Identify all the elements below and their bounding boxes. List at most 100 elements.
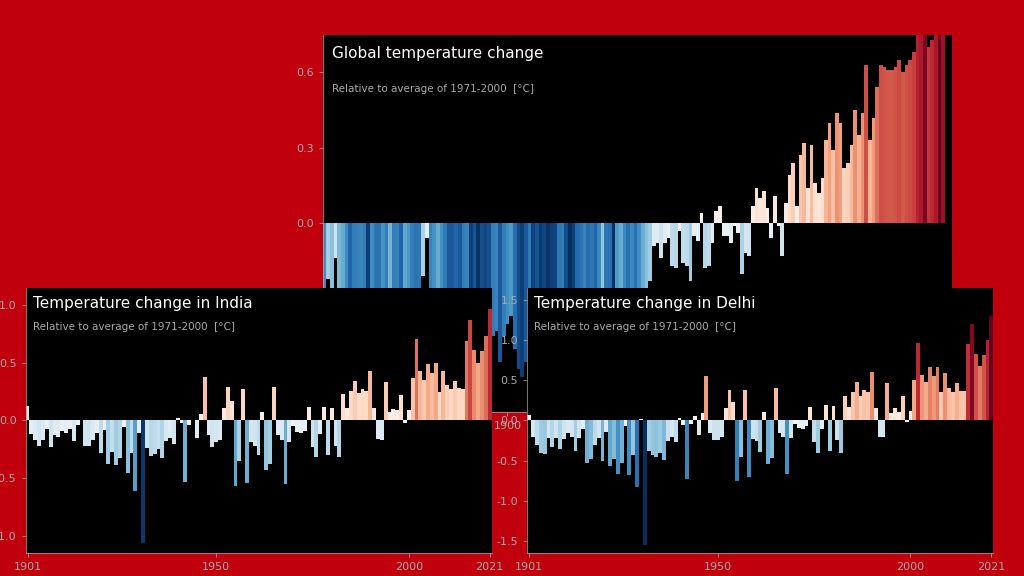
Bar (608, 223, 611, 346)
Bar (520, 223, 524, 377)
Bar (586, 223, 590, 349)
Bar (76, 420, 80, 425)
Bar (472, 350, 476, 420)
Bar (145, 420, 148, 448)
Bar (531, 420, 536, 437)
Bar (873, 408, 878, 420)
Bar (876, 88, 879, 223)
Bar (641, 223, 645, 304)
Bar (462, 223, 465, 336)
Bar (712, 420, 716, 439)
Bar (681, 223, 685, 263)
Bar (249, 420, 253, 442)
Bar (667, 223, 671, 238)
Bar (111, 420, 114, 452)
Bar (787, 176, 792, 223)
Bar (590, 223, 594, 342)
Bar (927, 47, 931, 223)
Bar (924, 382, 928, 420)
Bar (436, 223, 439, 306)
Bar (650, 420, 654, 455)
Bar (550, 223, 553, 377)
Bar (870, 372, 873, 420)
Bar (582, 420, 585, 429)
Bar (326, 420, 330, 455)
Bar (963, 391, 967, 420)
Bar (604, 420, 608, 432)
Bar (499, 223, 502, 362)
Bar (450, 389, 453, 420)
Bar (222, 408, 226, 420)
Bar (384, 382, 387, 420)
Bar (755, 420, 759, 441)
Bar (458, 223, 462, 362)
Bar (49, 420, 52, 447)
Bar (751, 420, 755, 439)
Bar (820, 178, 824, 223)
Bar (635, 420, 639, 487)
Bar (334, 223, 337, 259)
Bar (934, 22, 938, 223)
Bar (827, 123, 831, 223)
Bar (594, 223, 597, 354)
Bar (399, 223, 403, 354)
Bar (153, 420, 157, 454)
Bar (380, 420, 384, 440)
Bar (700, 413, 705, 420)
Bar (674, 223, 678, 268)
Bar (851, 392, 855, 420)
Bar (703, 223, 707, 268)
Bar (176, 418, 179, 420)
Bar (564, 223, 568, 369)
Bar (597, 223, 601, 329)
Bar (938, 0, 941, 223)
Bar (338, 420, 341, 457)
Bar (334, 420, 338, 446)
Bar (739, 420, 743, 457)
Bar (623, 223, 627, 329)
Bar (696, 420, 700, 435)
Bar (543, 420, 547, 454)
Bar (395, 410, 399, 420)
Bar (483, 336, 487, 420)
Bar (985, 340, 989, 420)
Bar (689, 223, 692, 281)
Bar (118, 420, 122, 458)
Bar (689, 420, 693, 424)
Bar (709, 420, 712, 433)
Bar (72, 420, 76, 441)
Bar (403, 420, 407, 423)
Bar (323, 407, 326, 420)
Bar (699, 213, 703, 223)
Bar (663, 420, 666, 460)
Bar (571, 223, 575, 377)
Bar (989, 316, 993, 420)
Bar (327, 223, 330, 279)
Bar (56, 420, 60, 437)
Bar (951, 392, 954, 420)
Bar (195, 420, 199, 438)
Bar (604, 223, 608, 342)
Bar (624, 420, 628, 426)
Text: Relative to average of 1971-2000  [°C]: Relative to average of 1971-2000 [°C] (535, 323, 736, 332)
Bar (817, 193, 820, 223)
Bar (805, 420, 809, 426)
Bar (967, 344, 970, 420)
Bar (908, 411, 912, 420)
Bar (735, 420, 739, 481)
Bar (748, 223, 751, 256)
Bar (843, 168, 846, 223)
Bar (692, 223, 696, 236)
Bar (836, 112, 839, 223)
Bar (330, 408, 334, 420)
Bar (941, 12, 945, 223)
Bar (916, 343, 921, 420)
Bar (546, 223, 550, 382)
Bar (52, 420, 56, 435)
Bar (628, 420, 632, 475)
Bar (932, 376, 936, 420)
Bar (214, 420, 218, 442)
Bar (443, 223, 447, 339)
Bar (403, 223, 407, 309)
Bar (527, 415, 531, 420)
